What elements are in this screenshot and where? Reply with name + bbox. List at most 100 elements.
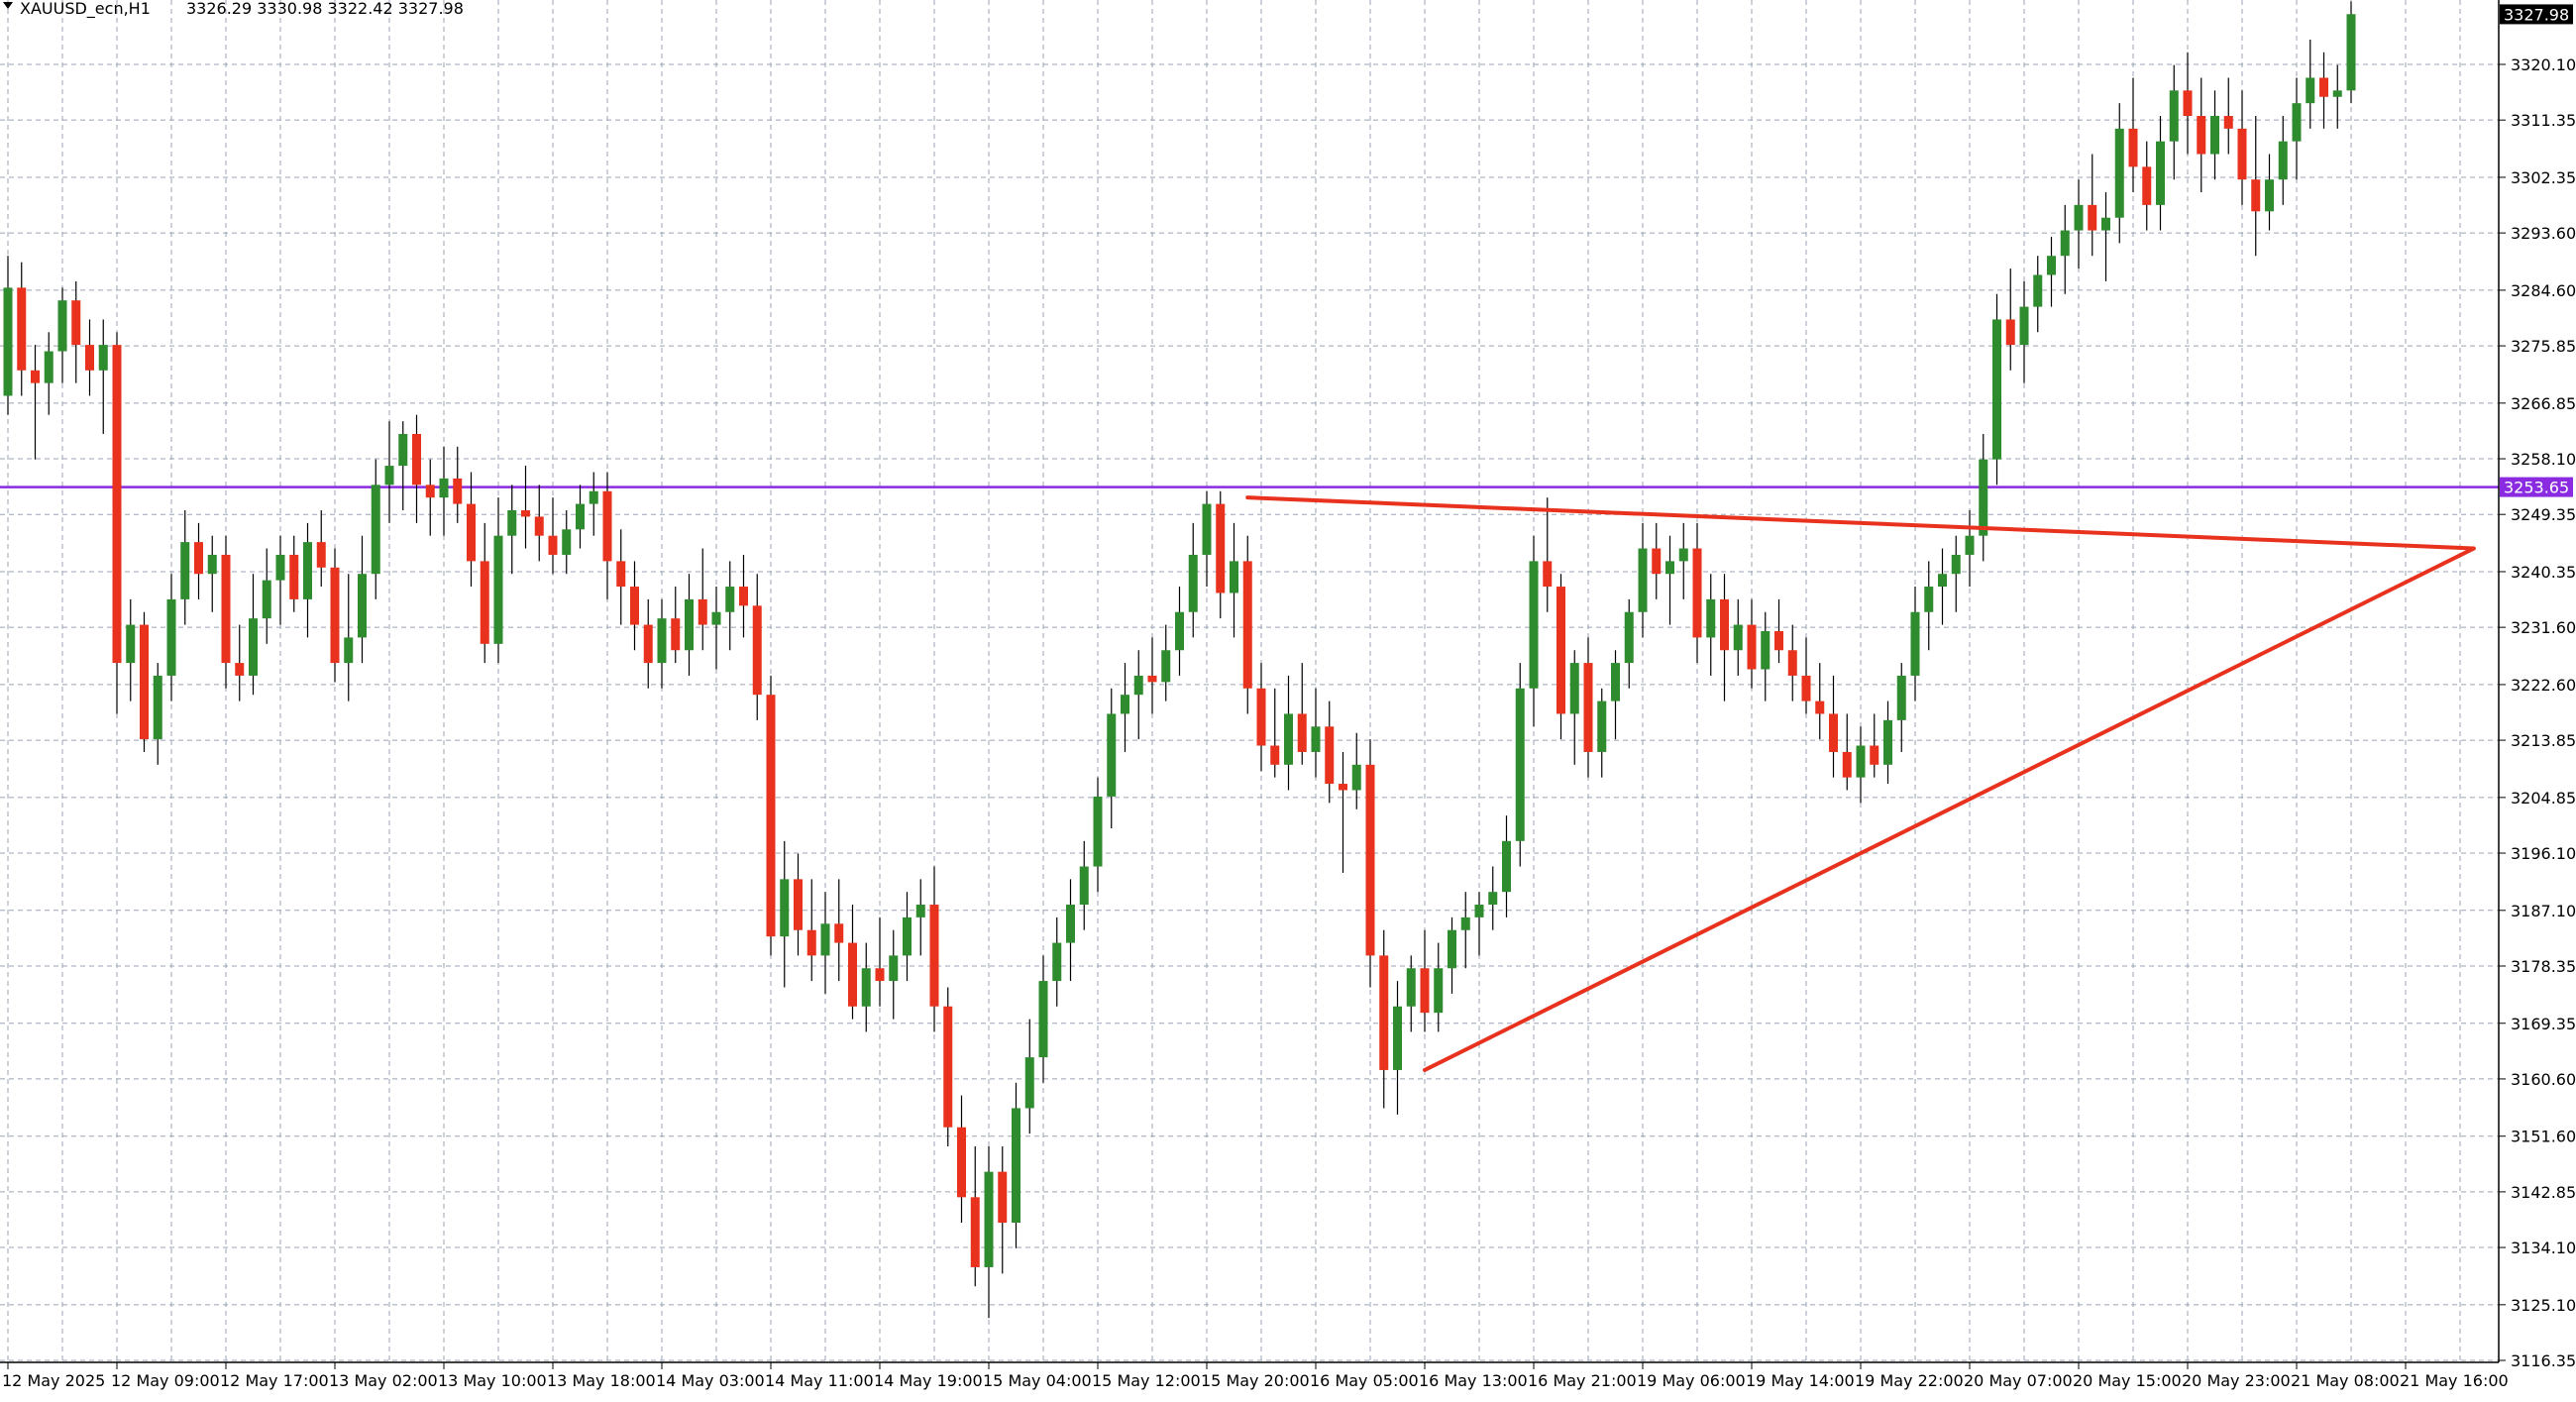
- candle-body-bull: [249, 618, 258, 676]
- candle: [140, 611, 149, 752]
- x-tick-label: 20 May 15:00: [2073, 1371, 2182, 1390]
- candle: [507, 485, 517, 575]
- candle-body-bull: [303, 542, 312, 599]
- x-tick-label: 12 May 09:00: [111, 1371, 220, 1390]
- candle-body-bear: [31, 370, 40, 383]
- x-tick-label: 15 May 20:00: [1201, 1371, 1310, 1390]
- candle: [1979, 433, 1988, 562]
- candle-body-bear: [140, 624, 149, 740]
- candle: [249, 574, 258, 696]
- candle: [44, 332, 54, 415]
- candle: [1896, 663, 1906, 752]
- candle-body-bear: [739, 587, 748, 606]
- candle: [861, 942, 871, 1032]
- candle: [2005, 269, 2015, 371]
- candle: [3, 256, 13, 415]
- candle-body-bear: [71, 300, 81, 346]
- candle-body-bull: [207, 554, 217, 575]
- candle-body-bear: [1325, 726, 1335, 785]
- candle: [398, 421, 408, 511]
- y-tick-label: 3151.60: [2511, 1128, 2576, 1146]
- candle: [725, 561, 735, 651]
- candle-body-bear: [643, 624, 653, 664]
- candle: [1733, 598, 1743, 676]
- price-badges: 3253.65 3327.98: [2500, 4, 2573, 497]
- candle: [1161, 624, 1171, 701]
- candle-body-bear: [2142, 166, 2152, 205]
- candle: [1079, 840, 1089, 930]
- axis-layer: [0, 0, 2500, 1363]
- candle-body-bull: [1230, 561, 1238, 593]
- candle-body-bear: [602, 490, 612, 562]
- candle: [2128, 77, 2138, 193]
- trendline[interactable]: [1423, 546, 2476, 1072]
- candle: [98, 319, 108, 434]
- candle: [1242, 535, 1252, 714]
- candle-body-bear: [698, 598, 707, 625]
- candle: [57, 287, 67, 383]
- horizontal-line-price-label: 3253.65: [2504, 479, 2569, 497]
- candle: [262, 548, 271, 644]
- candle-body-bull: [358, 574, 367, 638]
- candle-body-bull: [98, 345, 108, 371]
- candle: [643, 598, 653, 689]
- trendline[interactable]: [1245, 495, 2476, 551]
- candle-body-bull: [1202, 503, 1212, 555]
- candle: [576, 485, 585, 549]
- x-tick-label: 13 May 02:00: [329, 1371, 438, 1390]
- candle-body-bear: [929, 905, 939, 1007]
- candle: [2074, 179, 2084, 270]
- candle: [1297, 663, 1307, 765]
- candle: [1761, 611, 1771, 701]
- y-tick-label: 3116.35: [2511, 1351, 2576, 1370]
- candle: [657, 598, 667, 689]
- candle: [1801, 637, 1811, 714]
- candle-layer: [3, 1, 2356, 1319]
- candle: [2292, 77, 2302, 180]
- candle-body-bull: [903, 917, 912, 956]
- candle-body-bull: [2292, 103, 2302, 142]
- header-ohlc: 3326.29 3330.98 3322.42 3327.98: [186, 0, 464, 18]
- candle-body-bull: [1066, 905, 1075, 943]
- candle: [998, 1145, 1008, 1274]
- candle: [166, 574, 176, 701]
- candle-body-bull: [153, 675, 162, 740]
- candle-body-bear: [2128, 128, 2138, 167]
- candle: [1938, 548, 1947, 625]
- y-tick-label: 3160.60: [2511, 1070, 2576, 1089]
- candle-body-bull: [2074, 204, 2084, 231]
- candle-body-bull: [711, 611, 721, 625]
- candle-body-bear: [957, 1127, 966, 1198]
- candle: [303, 522, 312, 638]
- candle: [1012, 1082, 1020, 1248]
- candle-body-bull: [1678, 548, 1688, 562]
- y-tick-label: 3169.35: [2511, 1015, 2576, 1033]
- x-tick-label: 15 May 12:00: [1092, 1371, 1201, 1390]
- candle-body-bear: [1692, 548, 1702, 638]
- candle: [1270, 688, 1280, 778]
- candle-body-bear: [2319, 77, 2328, 97]
- collapse-triangle-icon[interactable]: [3, 2, 13, 9]
- candle: [1311, 688, 1321, 778]
- candle-body-bull: [371, 485, 380, 575]
- candle-body-bear: [480, 561, 489, 644]
- candle-body-bear: [235, 663, 245, 676]
- header-symbol: XAUUSD_ecn,H1: [20, 0, 151, 19]
- candle-body-bull: [57, 300, 67, 352]
- candle: [180, 510, 190, 625]
- candle-body-bull: [2169, 90, 2179, 142]
- candle-body-bull: [1979, 459, 1988, 536]
- candle: [85, 319, 94, 396]
- candle-body-bull: [384, 466, 394, 485]
- candle: [1692, 522, 1702, 664]
- candle-body-bear: [534, 516, 544, 536]
- candle: [275, 535, 285, 625]
- x-tick-label: 13 May 10:00: [438, 1371, 547, 1390]
- candle: [1038, 955, 1048, 1083]
- candle-body-bear: [794, 879, 803, 930]
- candle: [548, 497, 558, 575]
- candle-body-bear: [1870, 745, 1879, 765]
- x-tick-label: 20 May 23:00: [2182, 1371, 2291, 1390]
